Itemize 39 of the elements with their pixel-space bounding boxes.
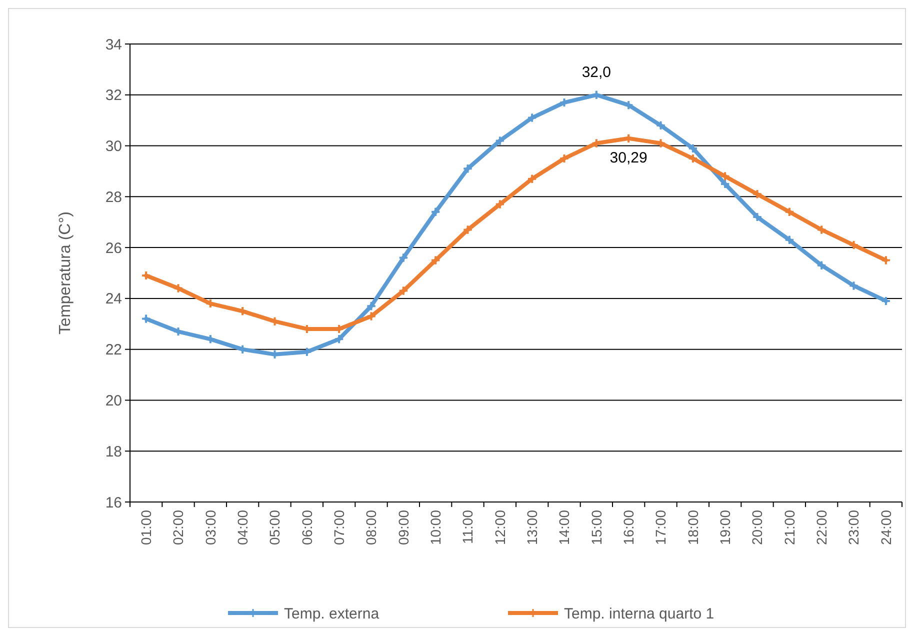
x-tick-label: 08:00 — [363, 510, 380, 546]
y-tick-label: 26 — [105, 240, 122, 257]
y-tick-label: 16 — [105, 494, 122, 512]
x-tick-label: 06:00 — [298, 510, 315, 546]
x-tick-label: 14:00 — [556, 510, 572, 546]
annotation: 30,29 — [610, 149, 648, 166]
x-tick-label: 07:00 — [330, 510, 347, 546]
y-tick-label: 30 — [105, 138, 122, 156]
x-tick-label: 04:00 — [234, 510, 250, 546]
y-tick-label: 18 — [105, 443, 122, 460]
x-tick-label: 03:00 — [202, 510, 218, 546]
x-tick-label: 15:00 — [588, 510, 604, 546]
y-axis-title: Temperatura (C°) — [57, 212, 74, 334]
x-tick-label: 19:00 — [716, 510, 733, 546]
annotation: 32,0 — [582, 64, 612, 81]
x-tick-label: 12:00 — [492, 510, 508, 546]
y-tick-label: 24 — [105, 290, 122, 308]
y-tick-label: 22 — [105, 342, 122, 359]
y-tick-label: 28 — [105, 188, 122, 206]
x-tick-label: 02:00 — [170, 510, 186, 546]
x-tick-label: 01:00 — [138, 510, 154, 546]
x-tick-label: 11:00 — [460, 510, 476, 544]
x-tick-label: 23:00 — [846, 510, 862, 546]
y-tick-label: 32 — [105, 87, 122, 104]
legend-label: Temp. externa — [284, 605, 380, 622]
x-tick-label: 20:00 — [749, 510, 766, 546]
x-tick-label: 18:00 — [684, 510, 701, 546]
x-tick-label: 22:00 — [813, 510, 830, 546]
x-tick-label: 13:00 — [524, 510, 540, 546]
x-tick-label: 09:00 — [395, 510, 412, 546]
x-tick-label: 16:00 — [620, 510, 636, 546]
x-tick-label: 24:00 — [878, 510, 894, 546]
x-tick-label: 17:00 — [652, 510, 669, 546]
x-tick-label: 05:00 — [266, 510, 283, 546]
x-tick-label: 21:00 — [781, 510, 798, 546]
x-tick-label: 10:00 — [427, 510, 444, 546]
legend-label: Temp. interna quarto 1 — [564, 605, 714, 622]
y-tick-label: 20 — [105, 392, 122, 410]
y-tick-label: 34 — [105, 36, 122, 54]
